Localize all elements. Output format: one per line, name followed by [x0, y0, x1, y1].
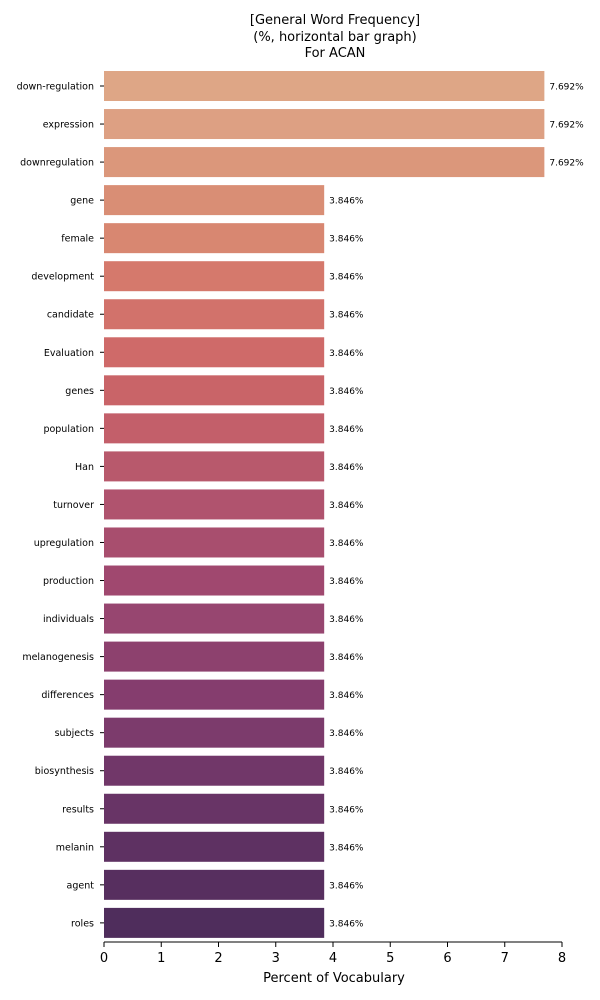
value-label: 3.846%	[329, 691, 364, 701]
bar	[104, 261, 325, 292]
bar	[104, 413, 325, 444]
bar	[104, 603, 325, 634]
y-tick-label: genes	[65, 386, 94, 397]
bar	[104, 717, 325, 748]
y-tick-label: Han	[75, 462, 94, 473]
value-label: 3.846%	[329, 311, 364, 321]
chart-title-line-1: [General Word Frequency]	[249, 13, 421, 28]
value-label: 3.846%	[329, 805, 364, 815]
y-tick-label: candidate	[47, 310, 94, 321]
value-label: 7.692%	[549, 121, 584, 131]
chart-title-line-3: For ACAN	[304, 46, 366, 61]
y-tick-label: upregulation	[34, 538, 94, 549]
y-tick-label: production	[43, 576, 94, 587]
bar	[104, 755, 325, 786]
y-tick-label: melanin	[56, 842, 94, 853]
x-axis-label: Percent of Vocabulary	[263, 971, 405, 986]
bar	[104, 223, 325, 254]
y-tick-labels: down-regulation expression downregulation g…	[17, 82, 104, 929]
value-label: 3.846%	[329, 463, 364, 473]
value-label: 3.846%	[329, 501, 364, 511]
value-label: 7.692%	[549, 159, 584, 169]
value-label: 3.846%	[329, 349, 364, 359]
value-label: 3.846%	[329, 273, 364, 283]
value-label: 3.846%	[329, 767, 364, 777]
y-tick-label: turnover	[53, 500, 94, 511]
value-label: 3.846%	[329, 653, 364, 663]
y-tick-label: Evaluation	[44, 348, 94, 359]
y-tick-label: results	[62, 804, 94, 815]
bar	[104, 679, 325, 710]
bar	[104, 147, 545, 178]
bar	[104, 451, 325, 482]
x-tick-label: 6	[443, 951, 451, 966]
y-tick-label: expression	[43, 120, 94, 131]
y-tick-label: female	[61, 234, 94, 245]
bar	[104, 527, 325, 558]
bar	[104, 869, 325, 900]
value-label: 7.692%	[549, 83, 584, 93]
bar	[104, 793, 325, 824]
value-label: 3.846%	[329, 615, 364, 625]
chart-title-line-2: (%, horizontal bar graph)	[253, 30, 417, 45]
bar	[104, 71, 545, 101]
y-tick-label: gene	[70, 196, 94, 207]
bar	[104, 907, 325, 938]
value-label: 3.846%	[329, 387, 364, 397]
y-tick-label: biosynthesis	[35, 766, 94, 777]
bar	[104, 299, 325, 330]
y-tick-label: downregulation	[20, 158, 94, 169]
value-label: 3.846%	[329, 729, 364, 739]
bar	[104, 489, 325, 520]
x-tick-label: 5	[386, 951, 394, 966]
bar	[104, 109, 545, 140]
x-tick-label: 3	[272, 951, 280, 966]
x-tick-label: 1	[157, 951, 165, 966]
y-tick-label: differences	[41, 690, 94, 701]
bar	[104, 641, 325, 672]
value-label: 3.846%	[329, 197, 364, 207]
value-label: 3.846%	[329, 235, 364, 245]
x-tick-label: 0	[100, 951, 108, 966]
y-tick-label: roles	[71, 918, 94, 929]
y-tick-label: down-regulation	[17, 82, 94, 93]
x-tick-label: 4	[329, 951, 337, 966]
x-axis: 0 1 2 3 4 5 6 7 8	[100, 941, 566, 966]
bar	[104, 831, 325, 862]
value-label: 3.846%	[329, 577, 364, 587]
bar	[104, 185, 325, 216]
bar	[104, 565, 325, 596]
x-tick-label: 7	[501, 951, 509, 966]
bars-layer	[104, 71, 545, 938]
value-label: 3.846%	[329, 539, 364, 549]
y-tick-label: individuals	[43, 614, 94, 625]
y-tick-label: subjects	[55, 728, 94, 739]
value-label: 3.846%	[329, 425, 364, 435]
y-tick-label: agent	[67, 880, 95, 891]
x-tick-label: 2	[214, 951, 222, 966]
y-tick-label: development	[31, 272, 94, 283]
y-tick-label: melanogenesis	[22, 652, 94, 663]
bar	[104, 337, 325, 368]
value-labels: 7.692% 7.692% 7.692% 3.846% 3.846% 3.846% 3.84…	[329, 83, 584, 930]
value-label: 3.846%	[329, 881, 364, 891]
value-label: 3.846%	[329, 843, 364, 853]
y-tick-label: population	[43, 424, 94, 435]
value-label: 3.846%	[329, 919, 364, 929]
bar	[104, 375, 325, 406]
x-tick-label: 8	[558, 951, 566, 966]
